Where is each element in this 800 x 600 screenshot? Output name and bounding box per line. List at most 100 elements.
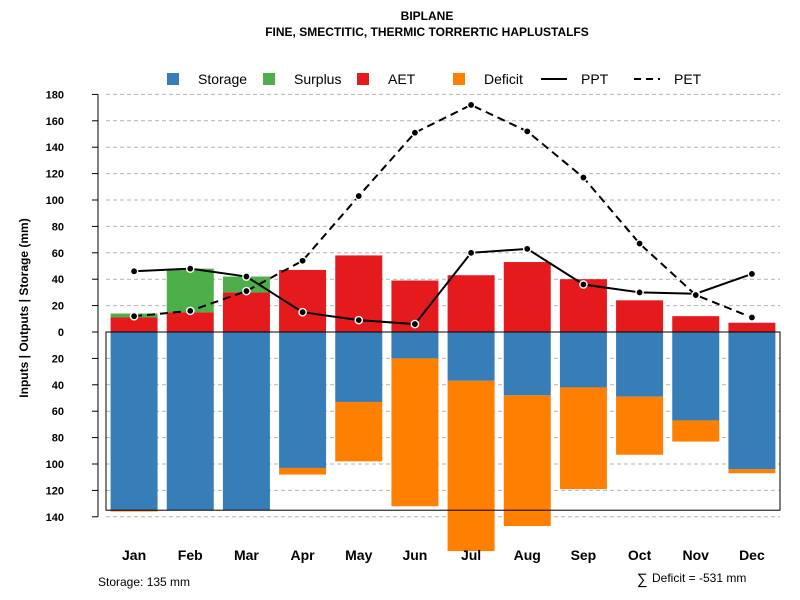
gridlines: [106, 93, 780, 518]
aet-bar: [728, 322, 776, 332]
ppt-point: [354, 315, 364, 325]
x-tick-label: Feb: [178, 547, 203, 563]
x-tick-label: May: [345, 547, 372, 563]
pet-point: [635, 239, 644, 248]
legend-label: PPT: [581, 71, 609, 87]
ppt-point: [466, 248, 476, 258]
ppt-point: [579, 280, 588, 289]
ppt-point: [522, 244, 532, 254]
x-tick-label: Jul: [461, 547, 481, 563]
aet-bar: [166, 312, 214, 332]
pet-line: [133, 103, 753, 319]
deficit-bar: [110, 510, 158, 512]
x-axis: Jan Feb Mar Apr May Jun Jul Aug Sep Oct Nov Dec: [122, 547, 765, 563]
x-tick-label: Aug: [514, 547, 541, 563]
aet-legend-swatch: [357, 73, 369, 85]
legend-label: Surplus: [294, 71, 341, 87]
x-tick-label: Jun: [402, 547, 427, 563]
deficit-legend-swatch: [453, 73, 465, 85]
pet-point: [129, 311, 139, 321]
chart-title: BIPLANE: [401, 9, 454, 23]
aet-bar: [222, 292, 270, 332]
y-tick-label: 100: [46, 195, 64, 207]
storage-bar: [166, 332, 214, 511]
y-tick-label: 20: [52, 353, 64, 365]
x-tick-label: Mar: [234, 547, 259, 563]
deficit-bar: [672, 420, 720, 442]
y-tick-label: 120: [46, 169, 64, 181]
deficit-note: Deficit = -531 mm: [652, 571, 746, 585]
pet-point: [185, 306, 195, 316]
deficit-bar: [559, 387, 607, 490]
legend: Storage Surplus AET Deficit PPT PET: [167, 71, 702, 87]
pet-point: [579, 173, 588, 182]
y-tick-label: 100: [46, 459, 64, 471]
ppt-line: [134, 247, 753, 326]
pet-point: [466, 100, 476, 110]
storage-bar: [447, 332, 495, 381]
y-tick-label: 60: [52, 248, 64, 260]
storage-note: Storage: 135 mm: [98, 575, 190, 589]
pet-point: [522, 127, 532, 136]
ppt-point: [129, 266, 139, 276]
storage-bar: [335, 332, 383, 402]
y-tick-label: 0: [58, 327, 64, 339]
ppt-point: [747, 269, 757, 279]
deficit-bar: [335, 401, 383, 462]
x-tick-label: Jan: [122, 547, 146, 563]
x-tick-label: Sep: [571, 547, 597, 563]
aet-bar: [447, 275, 495, 332]
legend-label: AET: [388, 71, 416, 87]
storage-legend-swatch: [167, 73, 179, 85]
aet-bar: [503, 262, 551, 332]
ppt-point: [185, 264, 195, 273]
y-tick-label: 80: [52, 221, 64, 233]
surplus-bar: [166, 268, 214, 313]
y-tick-label: 20: [52, 301, 64, 313]
y-tick-label: 160: [46, 116, 64, 128]
x-tick-label: Apr: [291, 547, 316, 563]
y-axis: 180 160 140 120 100 80 60 40 20 0 20 40 60 80 100 120 14…: [46, 89, 99, 524]
y-tick-label: 80: [52, 433, 64, 445]
aet-bar: [110, 317, 158, 332]
deficit-bar: [616, 396, 664, 455]
pet-point: [242, 286, 251, 296]
deficit-bar: [728, 469, 776, 474]
storage-bar: [503, 332, 551, 396]
storage-bar: [110, 332, 158, 511]
bars: [105, 255, 781, 552]
storage-bar: [279, 332, 327, 468]
pet-point: [298, 256, 307, 266]
y-tick-label: 60: [52, 406, 64, 418]
series-lines: [129, 100, 757, 329]
deficit-bar: [391, 358, 439, 507]
aet-bar: [672, 316, 720, 332]
y-axis-label: Inputs | Outputs | Storage (mm): [17, 218, 31, 397]
chart-subtitle: FINE, SMECTITIC, THERMIC TORRERTIC HAPLU…: [265, 25, 589, 39]
storage-bar: [222, 332, 270, 511]
storage-bar: [728, 332, 776, 470]
y-tick-label: 180: [46, 89, 64, 101]
y-tick-label: 40: [52, 380, 64, 392]
storage-bar: [559, 332, 607, 388]
ppt-point: [410, 319, 420, 329]
x-tick-label: Nov: [683, 547, 710, 563]
legend-label: Storage: [198, 71, 247, 87]
pet-point: [691, 290, 701, 300]
storage-bar: [672, 332, 720, 421]
pet-point: [747, 313, 757, 322]
pet-point: [410, 128, 420, 137]
y-tick-label: 140: [46, 142, 64, 154]
sum-symbol: ∑: [637, 571, 648, 588]
x-tick-label: Dec: [739, 547, 765, 563]
deficit-bar: [447, 380, 495, 552]
deficit-bar: [279, 467, 327, 475]
surplus-bar: [222, 276, 270, 293]
y-tick-label: 40: [52, 274, 64, 286]
aet-bar: [616, 300, 664, 332]
surplus-legend-swatch: [263, 73, 275, 85]
legend-label: Deficit: [484, 71, 523, 87]
pet-point: [354, 191, 364, 201]
storage-bar: [391, 332, 439, 359]
